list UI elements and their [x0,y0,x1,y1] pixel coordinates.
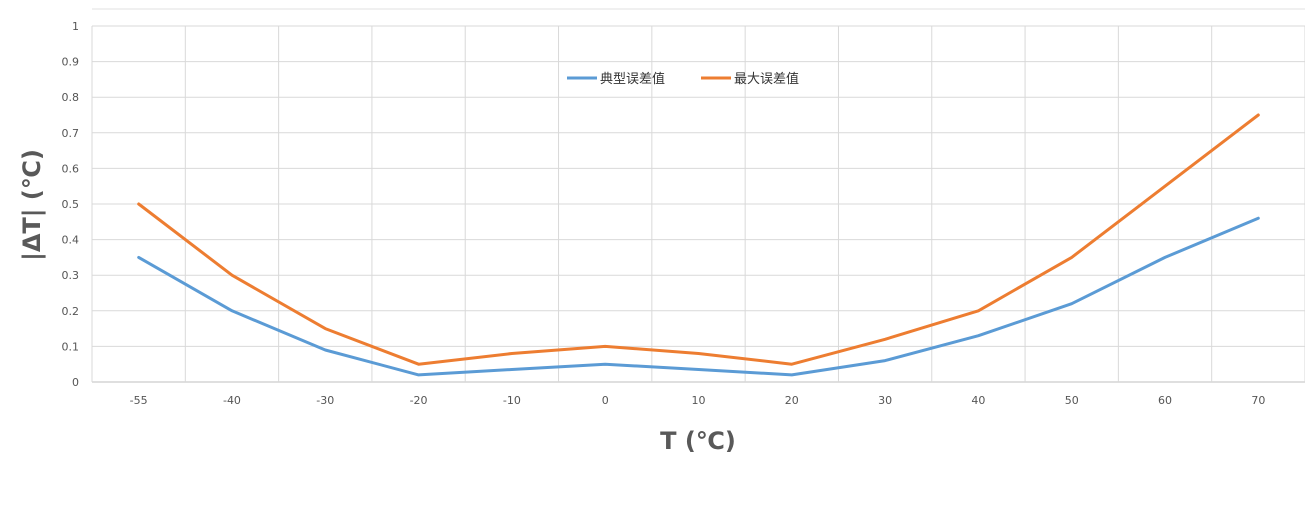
x-tick-labels: -55 -40 -30 -20 -10 0 10 20 30 40 50 60 70 [130,394,1266,407]
y-tick-label: 0.6 [62,162,80,175]
series-line-1 [137,113,1260,366]
y-tick-label: 0.1 [62,340,80,353]
legend: 典型误差值 最大误差值 [567,71,799,87]
x-axis-title: T (℃) [660,427,736,455]
x-tick-label: 50 [1065,394,1079,407]
x-tick-label: 70 [1251,394,1265,407]
y-tick-label: 0.3 [62,269,80,282]
y-tick-label: 0.2 [62,305,80,318]
y-tick-label: 0.4 [62,234,80,247]
y-tick-label: 0.8 [62,91,80,104]
x-tick-label: 30 [878,394,892,407]
y-tick-label: 0.9 [62,56,80,69]
x-tick-label: 20 [785,394,799,407]
x-tick-label: 60 [1158,394,1172,407]
x-tick-label: -10 [503,394,521,407]
y-tick-label: 0 [72,376,79,389]
x-tick-label: 40 [971,394,985,407]
x-tick-label: 0 [602,394,609,407]
series-line-0 [137,216,1260,377]
x-tick-label: -30 [316,394,334,407]
x-tick-label: -20 [410,394,428,407]
y-tick-labels: 0 0.1 0.2 0.3 0.4 0.5 0.6 0.7 0.8 0.9 1 [62,20,80,389]
y-tick-label: 0.5 [62,198,80,211]
y-tick-label: 0.7 [62,127,80,140]
gridlines [91,25,1305,383]
legend-label-0: 典型误差值 [600,71,665,87]
y-axis-title: |ΔT| (℃) [18,149,46,261]
x-tick-label: 10 [692,394,706,407]
y-tick-label: 1 [72,20,79,33]
legend-label-1: 最大误差值 [734,71,799,87]
series-lines [137,113,1260,377]
x-tick-label: -40 [223,394,241,407]
x-tick-label: -55 [130,394,148,407]
